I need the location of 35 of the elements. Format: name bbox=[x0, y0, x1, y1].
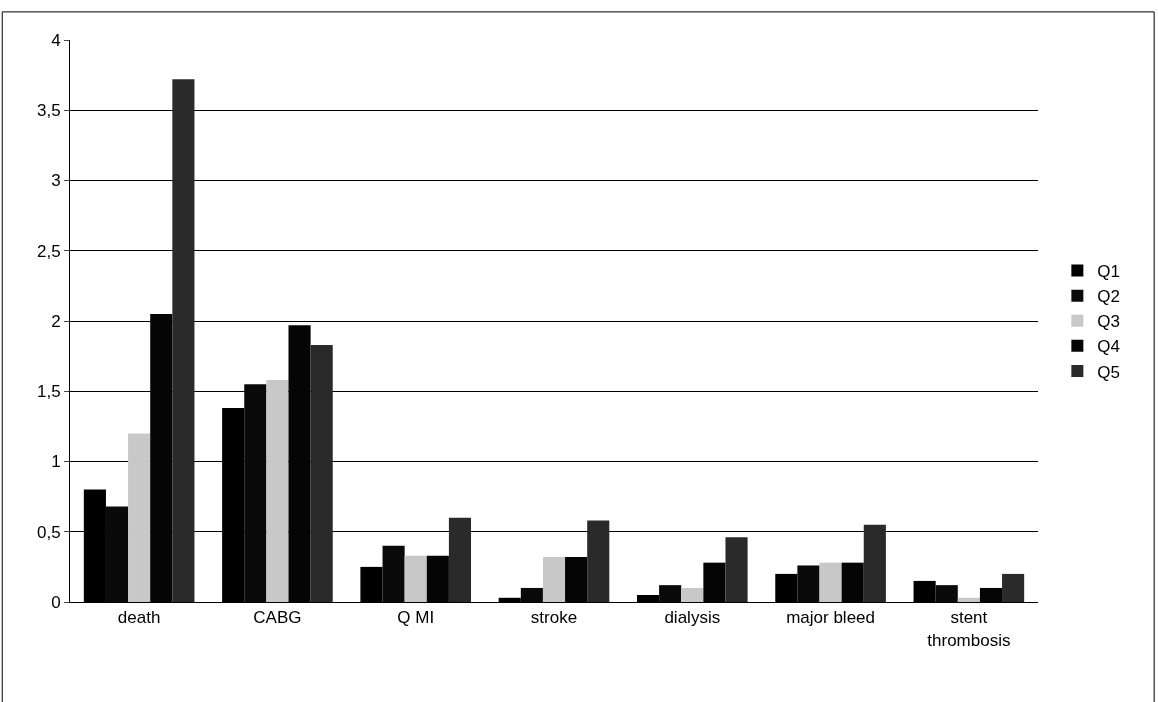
y-tick-label: 3,5 bbox=[36, 101, 61, 121]
bar bbox=[172, 79, 195, 602]
bar bbox=[542, 557, 566, 602]
legend-label: Q4 bbox=[1097, 337, 1121, 357]
legend-label: Q5 bbox=[1097, 362, 1121, 382]
y-tick-label: 3 bbox=[51, 171, 61, 191]
x-tick-label: dialysis bbox=[664, 608, 721, 628]
bar bbox=[957, 597, 980, 602]
bar bbox=[1002, 573, 1025, 602]
bar bbox=[266, 380, 289, 602]
y-tick-label: 4 bbox=[51, 30, 61, 50]
x-tick-label: CABG bbox=[253, 608, 302, 628]
bar bbox=[725, 537, 748, 602]
y-tick-label: 1,5 bbox=[36, 382, 61, 402]
y-tick-label: 1 bbox=[51, 452, 61, 472]
x-tick-label: stroke bbox=[530, 608, 578, 628]
bar bbox=[681, 587, 704, 602]
bar bbox=[448, 517, 472, 602]
x-tick-label: Q MI bbox=[397, 608, 435, 628]
legend-label: Q2 bbox=[1097, 287, 1121, 307]
legend-label: Q3 bbox=[1097, 312, 1121, 332]
y-tick-label: 2 bbox=[51, 311, 61, 331]
y-tick-label: 0,5 bbox=[36, 522, 61, 542]
y-tick-label: 2,5 bbox=[36, 241, 61, 261]
bar bbox=[128, 433, 151, 602]
x-tick-label: major bleed bbox=[786, 608, 875, 628]
y-tick-label: 0 bbox=[51, 592, 61, 612]
bar bbox=[863, 524, 886, 602]
bar bbox=[819, 562, 842, 602]
legend-label: Q1 bbox=[1097, 262, 1121, 282]
bar bbox=[310, 344, 333, 602]
bar bbox=[587, 520, 610, 602]
bar bbox=[404, 555, 427, 602]
x-tick-label: stent thrombosis bbox=[927, 608, 1011, 650]
x-tick-label: death bbox=[117, 608, 161, 628]
